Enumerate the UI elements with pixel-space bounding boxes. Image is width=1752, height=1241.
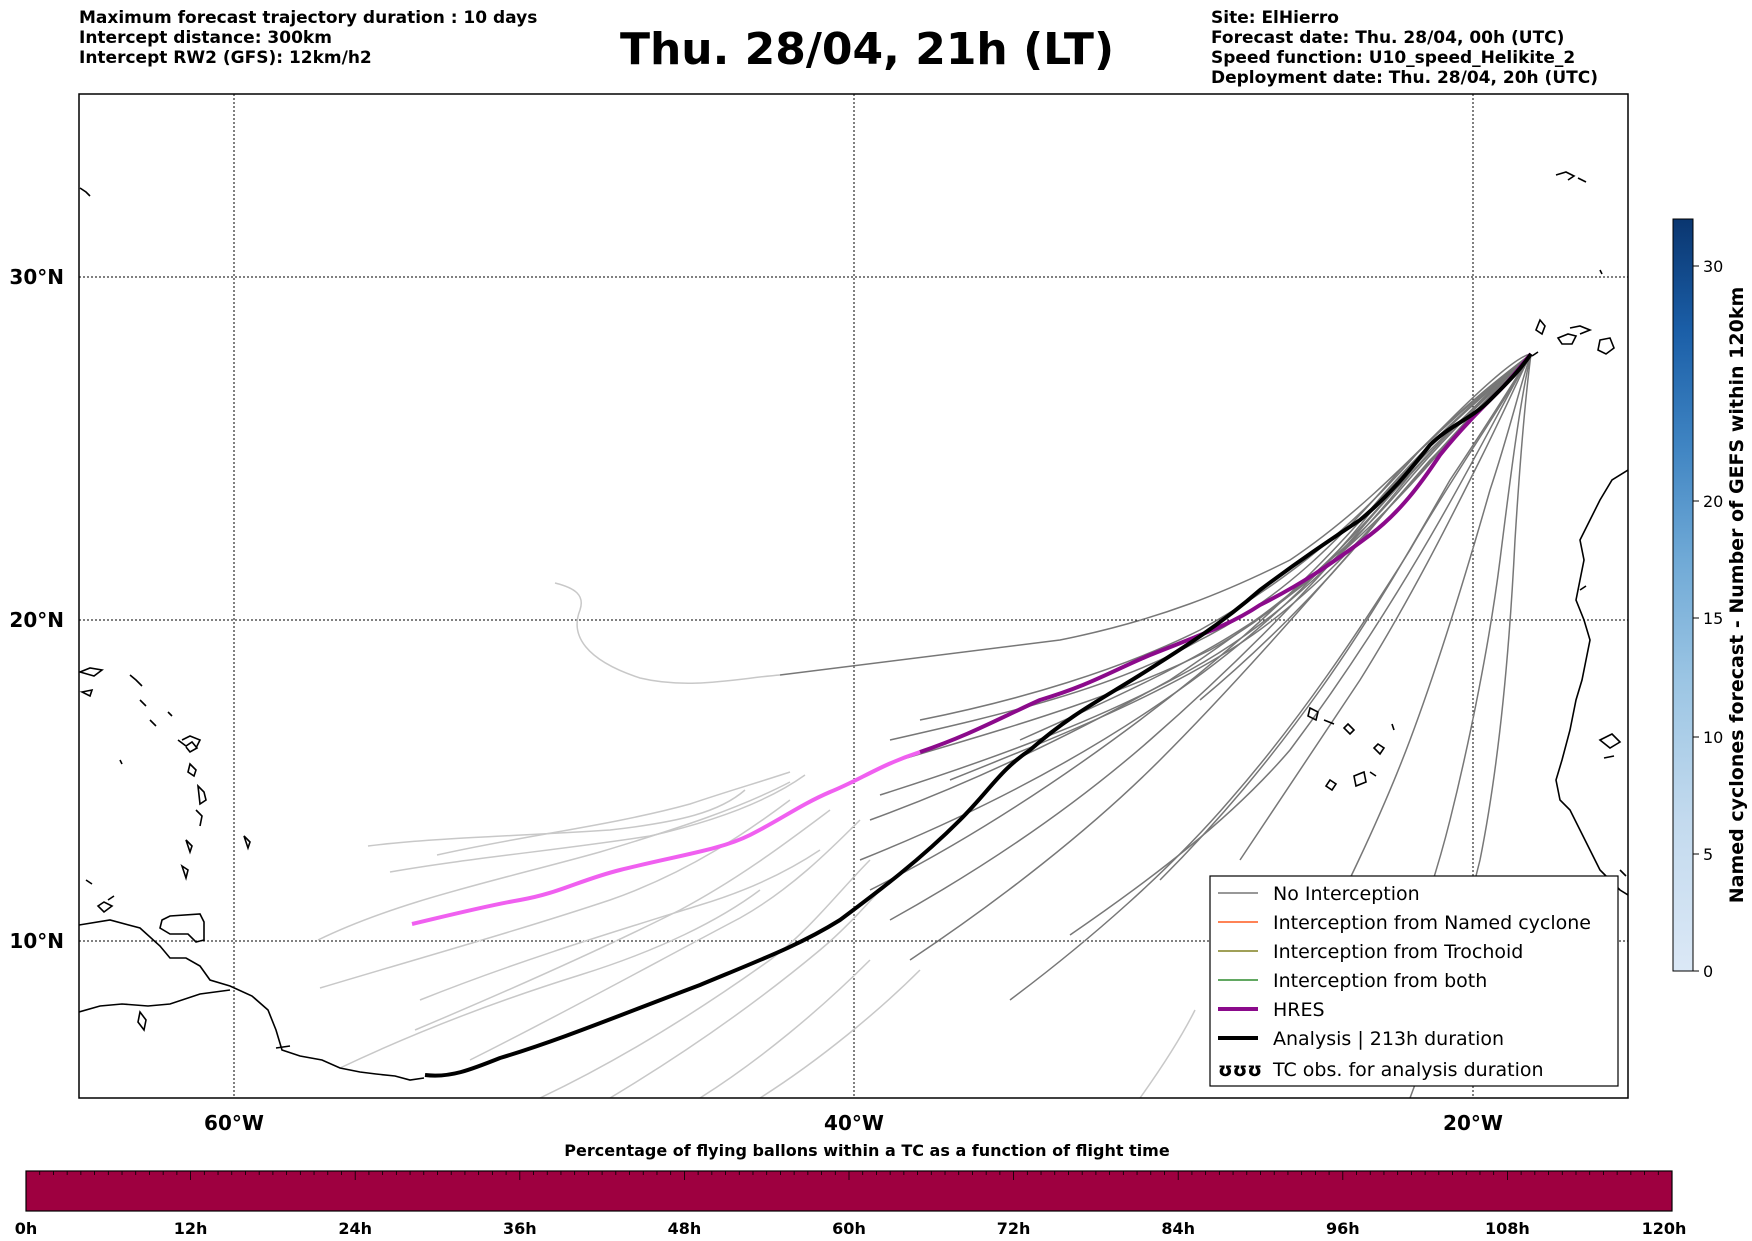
header-line: Deployment date: Thu. 28/04, 20h (UTC) bbox=[1211, 68, 1598, 88]
time-tick: 72h bbox=[997, 1219, 1031, 1238]
colorbar-tick: 15 bbox=[1703, 609, 1723, 628]
lon-label: 40°W bbox=[824, 1111, 884, 1135]
time-tick: 12h bbox=[174, 1219, 208, 1238]
legend-label: TC obs. for analysis duration bbox=[1272, 1059, 1544, 1081]
lon-label: 20°W bbox=[1443, 1111, 1503, 1135]
time-tick: 48h bbox=[668, 1219, 702, 1238]
colorbar-label: Named cyclones forecast - Number of GEFS… bbox=[1726, 287, 1748, 904]
map-title: Thu. 28/04, 21h (LT) bbox=[619, 24, 1115, 75]
colorbar-tick: 10 bbox=[1703, 728, 1723, 747]
tc-obs-symbol-icon: ʊʊʊ bbox=[1218, 1059, 1262, 1081]
hres-trajectory-early bbox=[411, 750, 921, 926]
colorbar-tick: 20 bbox=[1703, 492, 1723, 511]
coastlines bbox=[79, 171, 1628, 1081]
time-tick: 84h bbox=[1161, 1219, 1195, 1238]
header-line: Speed function: U10_speed_Helikite_2 bbox=[1211, 48, 1576, 68]
colorbar-tick: 5 bbox=[1703, 845, 1713, 864]
header-info-left: Maximum forecast trajectory duration : 1… bbox=[79, 8, 537, 68]
time-tick: 108h bbox=[1485, 1219, 1530, 1238]
legend-label: Interception from both bbox=[1273, 970, 1487, 992]
legend-label: Interception from Named cyclone bbox=[1273, 912, 1591, 934]
hres-trajectory bbox=[919, 352, 1533, 754]
faded-trajectories bbox=[317, 582, 1196, 1098]
header-line: Site: ElHierro bbox=[1211, 8, 1339, 28]
lat-label: 20°N bbox=[9, 608, 64, 632]
time-bar-title: Percentage of flying ballons within a TC… bbox=[564, 1141, 1170, 1160]
time-bar: Percentage of flying ballons within a TC… bbox=[15, 1141, 1687, 1238]
time-tick: 36h bbox=[503, 1219, 537, 1238]
lat-label: 10°N bbox=[9, 929, 64, 953]
legend-label: Analysis | 213h duration bbox=[1273, 1028, 1504, 1050]
legend: No Interception Interception from Named … bbox=[1209, 875, 1619, 1087]
header-line: Forecast date: Thu. 28/04, 00h (UTC) bbox=[1211, 28, 1565, 48]
colorbar-tick: 0 bbox=[1703, 962, 1713, 981]
colorbar: 0 5 10 15 20 30 Named cyclones forecast … bbox=[1672, 218, 1748, 981]
map-frame bbox=[78, 93, 1629, 1099]
time-tick: 120h bbox=[1642, 1219, 1687, 1238]
time-tick: 96h bbox=[1326, 1219, 1360, 1238]
header-info-right: Site: ElHierro Forecast date: Thu. 28/04… bbox=[1211, 8, 1598, 88]
header-line: Maximum forecast trajectory duration : 1… bbox=[79, 8, 538, 28]
time-tick: 60h bbox=[832, 1219, 866, 1238]
lat-label: 30°N bbox=[9, 265, 64, 289]
analysis-trajectory bbox=[424, 352, 1533, 1078]
header-line: Intercept distance: 300km bbox=[79, 28, 332, 48]
legend-label: HRES bbox=[1273, 999, 1325, 1021]
time-tick: 0h bbox=[15, 1219, 38, 1238]
no-interception-trajectories bbox=[779, 353, 1532, 1098]
time-tick: 24h bbox=[338, 1219, 372, 1238]
colorbar-tick: 30 bbox=[1703, 257, 1723, 276]
lon-label: 60°W bbox=[204, 1111, 264, 1135]
legend-label: Interception from Trochoid bbox=[1273, 941, 1523, 963]
legend-label: No Interception bbox=[1273, 883, 1420, 905]
header-line: Intercept RW2 (GFS): 12km/h2 bbox=[79, 48, 372, 68]
